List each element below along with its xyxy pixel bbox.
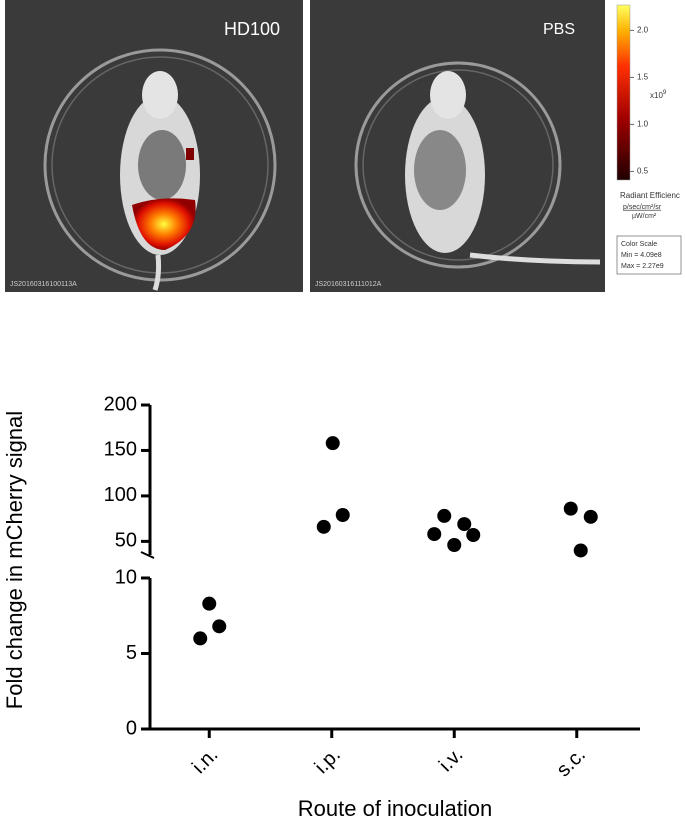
data-point — [427, 527, 442, 542]
data-point — [573, 543, 588, 558]
colorbar-title: Radiant Efficienc — [620, 191, 680, 200]
color-scale-min: Min = 4.09e8 — [621, 252, 662, 259]
y-tick-label: 10 — [115, 566, 137, 588]
colorbar-tick-label: 0.5 — [637, 167, 649, 176]
data-point — [583, 509, 598, 524]
data-point — [316, 519, 331, 534]
data-point — [212, 619, 227, 634]
y-tick-label: 150 — [104, 439, 137, 461]
x-tick-label: s.c. — [552, 744, 590, 782]
y-axis-label: Fold change in mCherry signal — [2, 411, 27, 709]
y-tick-label: 0 — [126, 717, 137, 739]
data-point — [447, 538, 462, 552]
x-tick-label: i.v. — [435, 744, 468, 777]
colorbar-units: µW/cm² — [632, 213, 657, 220]
y-tick-label: 200 — [104, 393, 137, 415]
y-tick-label: 5 — [126, 642, 137, 664]
image-id: JS20160316100113A — [10, 281, 77, 288]
x-axis-label: Route of inoculation — [298, 796, 492, 821]
data-point — [437, 508, 452, 523]
data-point — [563, 501, 578, 516]
y-tick-label: 50 — [115, 530, 137, 552]
colorbar-units: p/sec/cm²/sr — [623, 204, 662, 211]
image-panel — [5, 0, 303, 292]
colorbar-multiplier: x109 — [650, 90, 667, 101]
data-point — [466, 528, 481, 542]
colorbar-tick-label: 1.0 — [637, 120, 649, 129]
x-tick-label: i.n. — [188, 744, 222, 778]
colorbar-tick-label: 2.0 — [637, 25, 649, 34]
image-panel — [310, 0, 605, 292]
color-scale-title: Color Scale — [621, 241, 657, 248]
data-point — [202, 596, 217, 611]
data-point — [193, 631, 208, 646]
x-tick-label: i.p. — [311, 744, 345, 778]
image-id: JS20160316111012A — [315, 281, 382, 288]
data-point — [335, 508, 350, 522]
color-scale-max: Max = 2.27e9 — [621, 263, 664, 270]
color-scale-box — [616, 235, 682, 275]
colorbar — [616, 4, 631, 181]
colorbar-tick-label: 1.5 — [637, 73, 649, 82]
image-label: HD100 — [224, 19, 280, 39]
data-point — [325, 436, 340, 451]
image-label: PBS — [543, 21, 575, 38]
y-tick-label: 100 — [104, 484, 137, 506]
data-point — [457, 517, 472, 532]
axis-break — [140, 551, 155, 559]
